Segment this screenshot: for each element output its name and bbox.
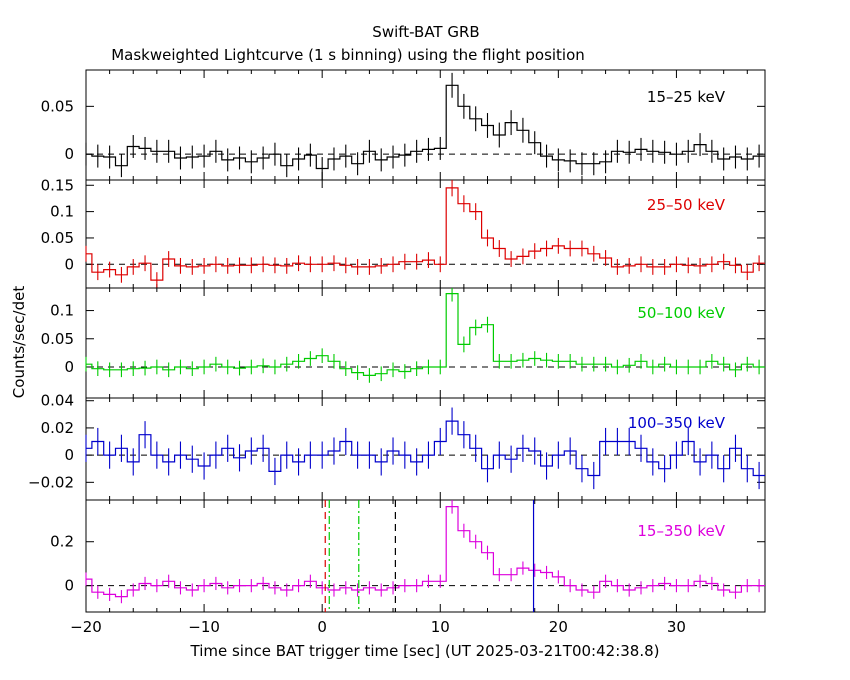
y-tick-label: 0.1: [50, 203, 74, 221]
panel-frame: [85, 69, 766, 181]
band-label: 50–100 keV: [637, 304, 725, 322]
y-tick-label: 0.05: [41, 97, 74, 115]
y-tick-label: 0: [64, 358, 74, 376]
y-tick-label: 0.1: [50, 302, 74, 320]
x-tick-label: 20: [549, 618, 568, 636]
y-tick-label: 0: [64, 577, 74, 595]
panel-0: 0 0.05 15–25 keV: [41, 69, 766, 181]
band-label: 25–50 keV: [647, 196, 726, 214]
band-label: 100–350 keV: [628, 414, 726, 432]
chart-title: Swift-BAT GRB: [372, 23, 479, 41]
y-tick-label: 0.04: [41, 392, 74, 410]
y-tick-label: 0.05: [41, 330, 74, 348]
x-tick-label: −20: [70, 618, 102, 636]
band-label: 15–350 keV: [637, 522, 725, 540]
panels-group: 0 0.05 15–25 keV 0 0.05 0.1 0.15 25–50 keV 0 0.05…: [28, 69, 766, 636]
y-tick-label: −0.02: [28, 473, 74, 491]
chart-subtitle: Maskweighted Lightcurve (1 s binning) us…: [111, 46, 585, 64]
panel-4: 0 0.2 15–350 keV: [50, 499, 766, 613]
panel-3: −0.02 0 0.02 0.04 100–350 keV: [28, 392, 766, 501]
x-tick-label: 10: [431, 618, 450, 636]
panel-1: 0 0.05 0.1 0.15 25–50 keV: [41, 176, 766, 289]
series-line: [86, 506, 765, 598]
y-tick-label: 0: [64, 255, 74, 273]
x-tick-label: 0: [317, 618, 327, 636]
series-line: [86, 84, 765, 170]
x-axis-label: Time since BAT trigger time [sec] (UT 20…: [190, 642, 660, 660]
y-tick-label: 0: [64, 446, 74, 464]
x-tick-label: 30: [667, 618, 686, 636]
panel-frame: [85, 499, 766, 613]
y-tick-label: 0: [64, 145, 74, 163]
y-tick-label: 0.2: [50, 533, 74, 551]
panel-2: 0 0.05 0.1 50–100 keV: [41, 287, 766, 399]
y-tick-label: 0.02: [41, 419, 74, 437]
x-tick-label: −10: [188, 618, 220, 636]
band-label: 15–25 keV: [647, 88, 726, 106]
y-axis-label: Counts/sec/det: [10, 286, 28, 399]
y-tick-label: 0.15: [41, 176, 74, 194]
y-tick-label: 0.05: [41, 229, 74, 247]
